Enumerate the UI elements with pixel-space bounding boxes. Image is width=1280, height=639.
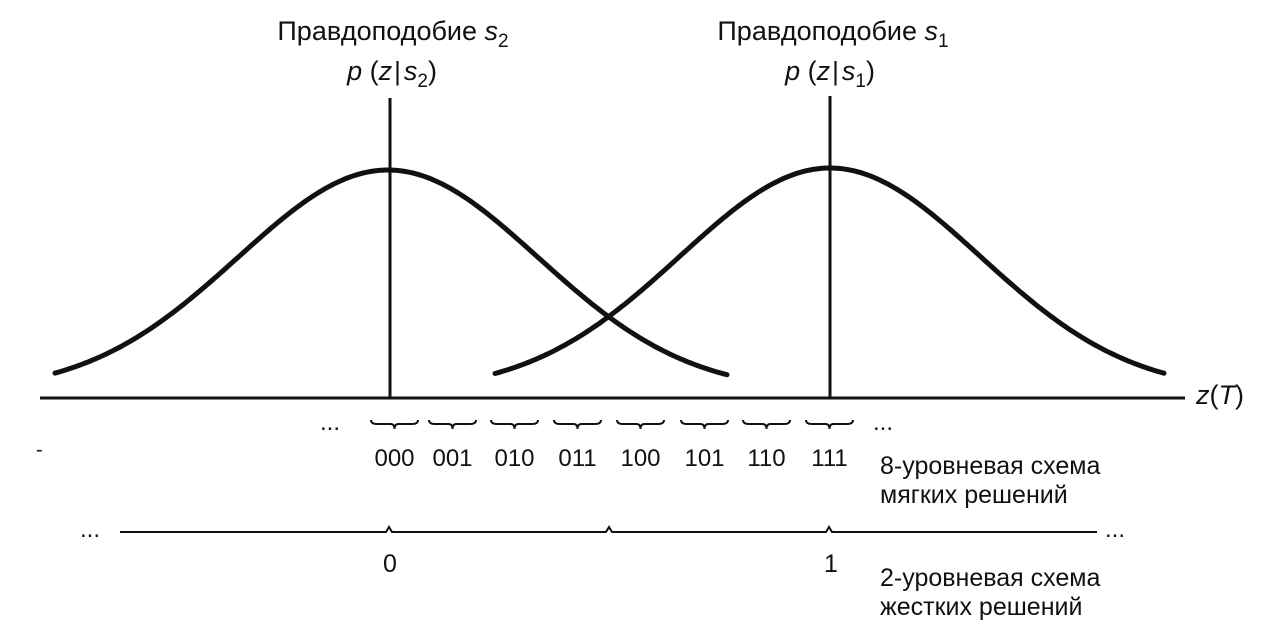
soft-decision-braces: [370, 419, 854, 430]
brace-010: [490, 419, 539, 430]
soft-ellipsis-left: ...: [320, 409, 340, 436]
hard-ellipsis-right: ...: [1105, 516, 1125, 543]
z-axis-label: z(T): [1195, 380, 1244, 410]
code-label-111: 111: [811, 445, 847, 472]
brace-001: [428, 419, 477, 430]
code-label-000: 000: [374, 445, 414, 472]
soft-caption-line1: 8-уровневая схема: [880, 452, 1100, 480]
stray-mark: -: [36, 439, 43, 461]
likelihood-curve-s2: [52, 167, 730, 378]
code-label-101: 101: [684, 445, 724, 472]
brace-000: [370, 419, 419, 430]
hard-value-0: 0: [383, 550, 397, 578]
code-label-001: 001: [432, 445, 472, 472]
code-label-110: 110: [747, 445, 785, 472]
code-label-010: 010: [494, 445, 534, 472]
likelihood-s2-title: Правдоподобие s2: [277, 16, 508, 52]
soft-decision-codes: 000 001 010 011 100 101 110 111: [374, 445, 847, 472]
hard-decision-line: [120, 525, 1097, 533]
brace-101: [680, 419, 729, 430]
code-label-011: 011: [558, 445, 596, 472]
soft-caption-line2: мягких решений: [880, 481, 1068, 509]
soft-ellipsis-right: ...: [873, 409, 893, 436]
hard-value-1: 1: [824, 550, 838, 578]
likelihood-s1-formula: p (z| s1): [784, 56, 875, 92]
hard-ellipsis-left: ...: [80, 516, 100, 543]
brace-011: [553, 419, 602, 430]
likelihood-curve-s1: [492, 165, 1167, 376]
hard-caption-line2: жестких решений: [880, 593, 1082, 621]
brace-110: [742, 419, 791, 430]
brace-100: [616, 419, 665, 430]
hard-caption-line1: 2-уровневая схема: [880, 564, 1100, 592]
code-label-100: 100: [620, 445, 660, 472]
likelihood-s2-formula: p (z| s2): [346, 56, 437, 92]
brace-111: [805, 419, 854, 430]
likelihood-s1-title: Правдоподобие s1: [717, 16, 948, 52]
